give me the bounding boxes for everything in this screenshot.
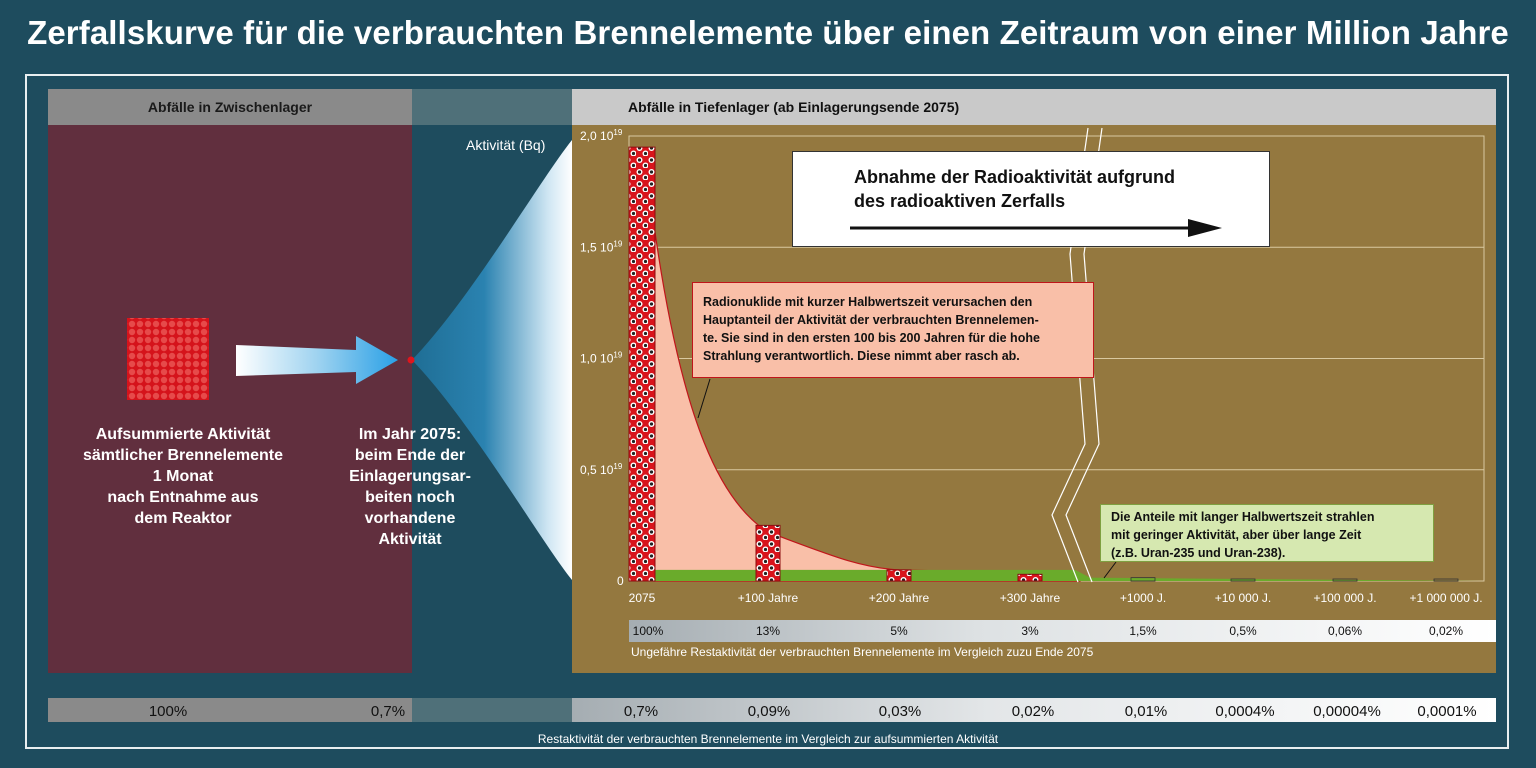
restactivity-strip-total-right [572, 698, 1496, 722]
green-box-pointer [1103, 561, 1117, 579]
y-tick-label: 1,0 1019 [580, 351, 623, 366]
x-tick-label: +200 Jahre [869, 591, 930, 605]
short-halflife-area [653, 224, 1081, 582]
bar [1332, 578, 1358, 582]
restactivity-strip-total-mid [412, 698, 572, 722]
bar [1017, 573, 1043, 582]
interim-activity-text: Aufsummierte Aktivität sämtlicher Brennel… [82, 426, 284, 527]
restactivity-strip-total-left [48, 698, 412, 722]
restactivity-total-value: 0,02% [1011, 703, 1055, 720]
restactivity-strip-2075-label: Ungefähre Restaktivität der verbrauchten… [631, 645, 1094, 659]
restactivity-total-value: 100% [148, 703, 188, 720]
deep-storage-header: Abfälle in Tiefenlager (ab Einlagerungse… [572, 89, 1496, 125]
x-tick-label: +300 Jahre [1000, 591, 1061, 605]
restactivity-2075-value: 3% [1021, 624, 1039, 638]
bar [886, 569, 912, 582]
restactivity-total-value: 0,0004% [1215, 703, 1275, 720]
outer-frame [25, 74, 1509, 749]
restactivity-strip-total-label: Restaktivität der verbrauchten Brennelem… [537, 732, 999, 746]
restactivity-2075-value: 1,5% [1129, 624, 1157, 638]
y-tick-label: 0 [617, 574, 624, 588]
restactivity-total-value: 0,7% [623, 703, 659, 720]
year-2075-text: Im Jahr 2075: beim Ende der Einlagerungsar… [349, 426, 471, 548]
restactivity-2075-value: 100% [632, 624, 664, 638]
short-halflife-note: Radionuklide mit kurzer Halbwertszeit ve… [692, 282, 1094, 378]
bar [755, 524, 781, 582]
restactivity-2075-value: 0,02% [1428, 624, 1464, 638]
x-tick-label: +10 000 J. [1215, 591, 1271, 605]
restactivity-total-value: 0,01% [1124, 703, 1168, 720]
long-halflife-area [632, 569, 1480, 581]
x-tick-labels: 2075 +100 Jahre +200 Jahre +300 Jahre +1000 … [629, 591, 1483, 605]
restactivity-total-value: 0,09% [747, 703, 791, 720]
restactivity-total-value: 0,00004% [1313, 703, 1381, 720]
decay-arrow-icon [850, 219, 1222, 237]
bar [628, 146, 656, 582]
x-tick-label: +100 000 J. [1313, 591, 1376, 605]
y-axis-label: Aktivität (Bq) [466, 137, 546, 153]
x-tick-label: 2075 [629, 591, 656, 605]
mid-header [412, 89, 572, 125]
page-title: Zerfallskurve für die verbrauchten Brenn… [27, 14, 1509, 51]
bar [1433, 578, 1459, 582]
bars-group [628, 146, 1459, 582]
y-tick-labels: 0 0,5 1019 1,0 1019 1,5 1019 2,0 1019 [580, 128, 624, 588]
x-tick-label: +100 Jahre [738, 591, 799, 605]
long-halflife-note: Die Anteile mit langer Halbwertszeit str… [1100, 504, 1434, 562]
restactivity-2075-value: 0,5% [1229, 624, 1257, 638]
interim-storage-header: Abfälle in Zwischenlager [48, 89, 412, 125]
remaining-activity-dot-icon [407, 356, 415, 364]
interim-storage-panel [48, 89, 412, 673]
x-tick-label: +1000 J. [1120, 591, 1166, 605]
decay-callout-text: Abnahme der Radioaktivität aufgrund des r… [854, 167, 1176, 211]
restactivity-total-value: 0,0001% [1417, 703, 1477, 720]
flow-arrow-icon [236, 336, 398, 384]
restactivity-total-value: 0,7% [370, 703, 406, 720]
restactivity-total-value: 0,03% [878, 703, 922, 720]
y-tick-label: 2,0 1019 [580, 128, 623, 143]
y-tick-label: 1,5 1019 [580, 239, 623, 254]
y-tick-label: 0,5 1019 [580, 462, 623, 477]
bar [1130, 577, 1156, 582]
restactivity-2075-value: 13% [755, 624, 781, 638]
fuel-elements-grid-icon [127, 318, 209, 400]
red-box-pointer [697, 378, 711, 419]
restactivity-2075-value: 0,06% [1327, 624, 1363, 638]
funnel-shape [412, 140, 572, 580]
restactivity-strip-2075 [629, 620, 1496, 642]
restactivity-2075-value: 5% [890, 624, 908, 638]
bar [1230, 578, 1256, 582]
x-tick-label: +1 000 000 J. [1409, 591, 1482, 605]
